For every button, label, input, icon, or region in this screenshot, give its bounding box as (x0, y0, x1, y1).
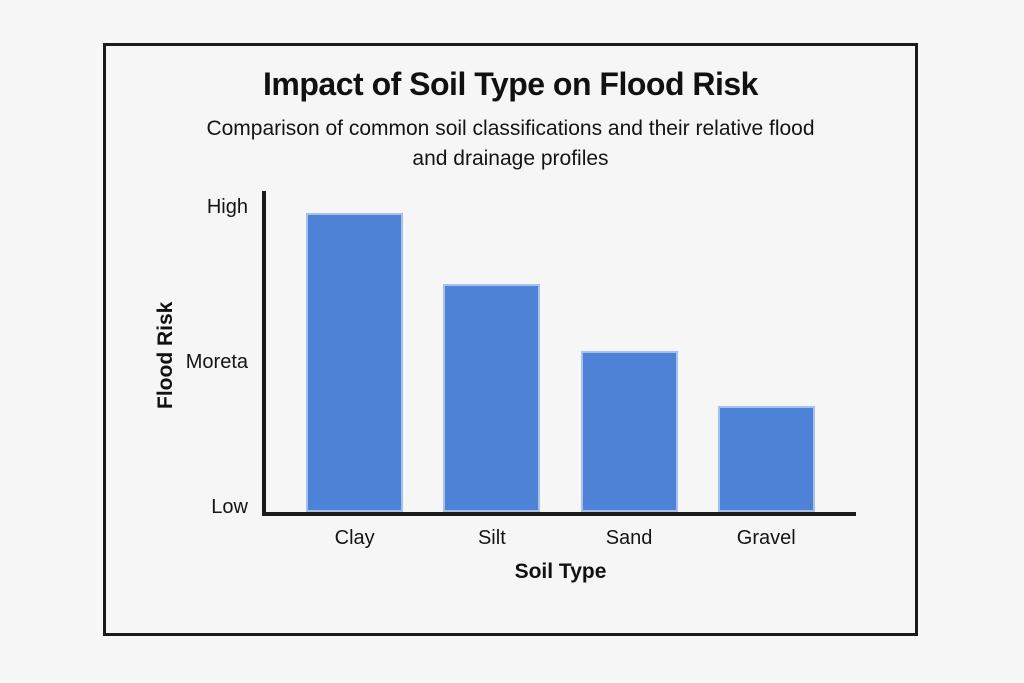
chart-subtitle: Comparison of common soil classification… (106, 114, 915, 174)
chart-card: Impact of Soil Type on Flood Risk Compar… (103, 43, 918, 636)
bar-clay (306, 213, 404, 512)
bar-sand (580, 351, 678, 512)
plot-area: High Moreta Low Flood Risk Clay Silt Sand G… (106, 46, 915, 633)
x-tick-label-clay: Clay (334, 527, 375, 549)
x-axis-line (262, 512, 856, 516)
x-tick-label-sand: Sand (605, 527, 653, 549)
y-tick-moderate: Moreta (185, 351, 248, 373)
chart-subtitle-line2: and drainage profiles (412, 147, 609, 170)
x-tick-label-gravel: Gravel (736, 527, 796, 549)
x-tick-labels: Clay Silt Sand Gravel (266, 527, 855, 550)
y-axis-title: Flood Risk (154, 301, 177, 409)
y-axis-line (262, 191, 266, 516)
y-tick-low: Low (211, 496, 248, 518)
chart-title: Impact of Soil Type on Flood Risk (263, 66, 758, 102)
x-axis-title: Soil Type (514, 560, 607, 583)
y-tick-high: High (206, 196, 248, 218)
bar-silt (443, 284, 541, 512)
chart-subtitle-line1: Comparison of common soil classification… (206, 117, 815, 140)
bar-gravel (717, 406, 815, 512)
y-tick-labels: High Moreta Low (106, 46, 248, 633)
x-tick-label-silt: Silt (477, 527, 506, 549)
bars (266, 191, 855, 512)
